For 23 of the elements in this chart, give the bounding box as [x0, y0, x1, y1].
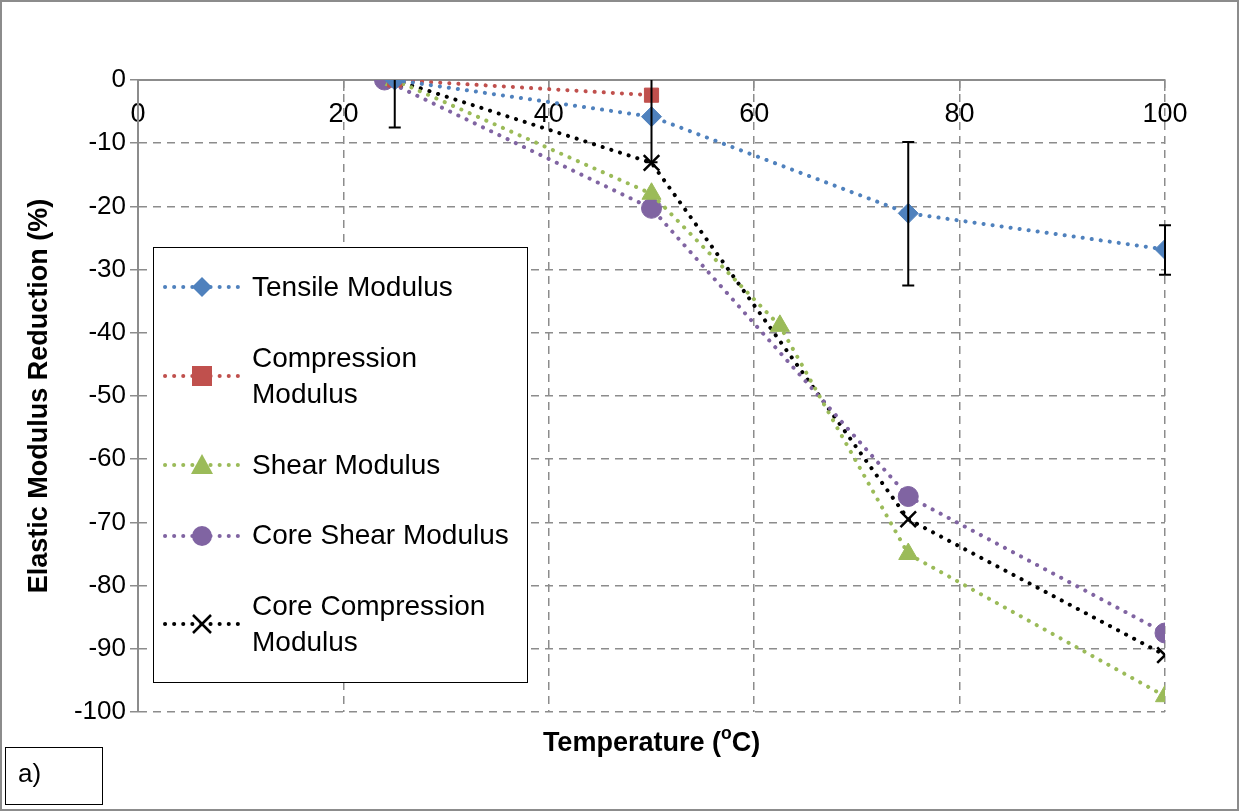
x-tick-label: 20 — [328, 97, 359, 128]
x-tick-label: 60 — [739, 97, 770, 128]
y-axis-title: Elastic Modulus Reduction (%) — [23, 198, 54, 594]
y-tick-label: -30 — [88, 252, 126, 283]
legend-label: Core Shear Modulus — [252, 518, 509, 553]
y-tick-label: -90 — [88, 631, 126, 662]
x-tick-label: 40 — [533, 97, 564, 128]
text: a) — [5, 747, 103, 805]
legend-label: Core Compression Modulus — [252, 589, 487, 660]
y-tick-label: -40 — [88, 315, 126, 346]
y-tick-label: -70 — [88, 505, 126, 536]
y-tick-label: -10 — [88, 126, 126, 157]
y-tick-label: -80 — [88, 568, 126, 599]
x-tick-label: 100 — [1142, 97, 1188, 128]
y-tick-label: -20 — [88, 189, 126, 220]
legend-label: Shear Modulus — [252, 447, 441, 482]
legend-label: Compression Modulus — [252, 340, 418, 412]
legend-label: Tensile Modulus — [252, 270, 453, 305]
y-tick-label: 0 — [111, 63, 126, 94]
y-tick-label: -60 — [88, 442, 126, 473]
x-tick-label: 80 — [944, 97, 975, 128]
y-tick-label: -100 — [73, 695, 126, 726]
y-tick-label: -50 — [88, 379, 126, 410]
